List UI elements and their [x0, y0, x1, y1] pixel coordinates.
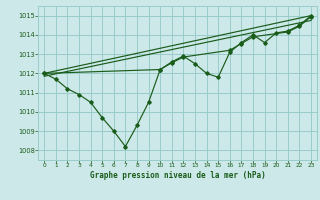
- X-axis label: Graphe pression niveau de la mer (hPa): Graphe pression niveau de la mer (hPa): [90, 171, 266, 180]
